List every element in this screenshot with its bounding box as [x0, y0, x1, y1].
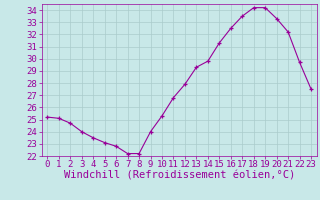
- X-axis label: Windchill (Refroidissement éolien,°C): Windchill (Refroidissement éolien,°C): [64, 171, 295, 181]
